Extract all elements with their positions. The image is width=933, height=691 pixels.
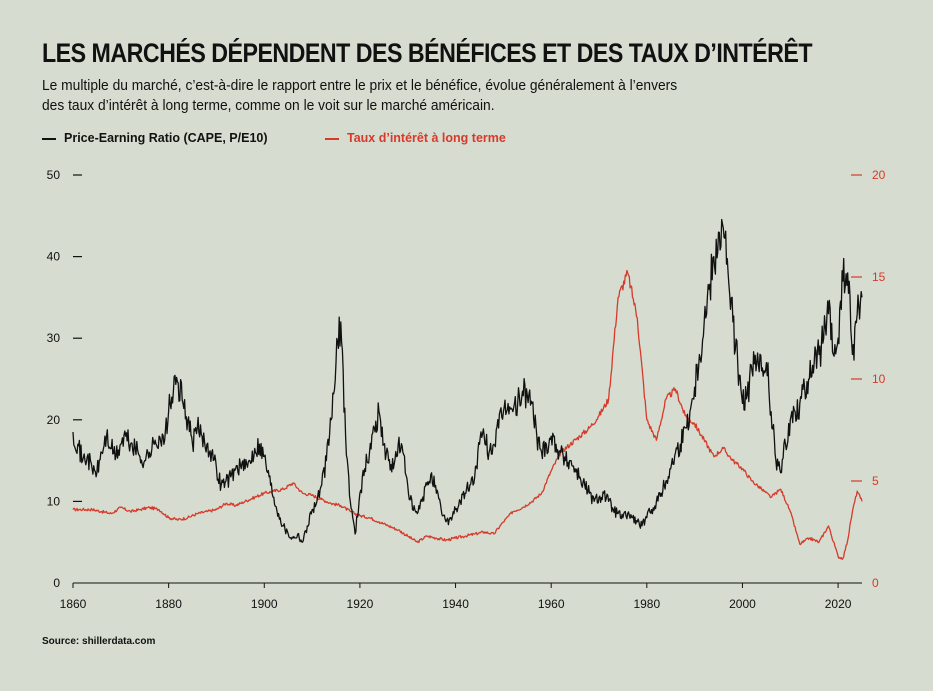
right-tick-label-5: 5: [872, 474, 879, 488]
left-tick-label-50: 50: [47, 168, 61, 182]
x-tick-label-2000: 2000: [729, 597, 756, 611]
x-tick-label-1900: 1900: [251, 597, 278, 611]
left-tick-label-40: 40: [47, 250, 61, 264]
legend-swatch-cape: [42, 137, 56, 140]
legend-label-cape: Price-Earning Ratio (CAPE, P/E10): [64, 131, 268, 145]
series-line-interest-rate: [72, 269, 863, 561]
chart-subtitle: Le multiple du marché, c’est-à-dire le r…: [42, 77, 678, 114]
x-tick-label-1980: 1980: [633, 597, 660, 611]
right-tick-label-0: 0: [872, 576, 879, 590]
legend-swatch-rate: [325, 137, 339, 140]
source-note: Source: shillerdata.com: [42, 636, 156, 647]
x-tick-label-1920: 1920: [347, 597, 374, 611]
x-tick-label-1960: 1960: [538, 597, 565, 611]
x-tick-label-1880: 1880: [155, 597, 182, 611]
legend-item-cape: Price-Earning Ratio (CAPE, P/E10): [42, 131, 268, 145]
left-tick-label-30: 30: [47, 331, 61, 345]
left-tick-label-0: 0: [53, 576, 60, 590]
series-layer: [72, 218, 863, 561]
series-line-cape: [72, 218, 863, 543]
right-tick-label-20: 20: [872, 168, 886, 182]
chart-title: LES MARCHÉS DÉPENDENT DES BÉNÉFICES ET D…: [42, 38, 813, 68]
right-axis: 0 5 10 15 20: [851, 168, 886, 590]
x-axis: 1860 1880 1900 1920 1940 1960 1980 2000 2020: [60, 582, 862, 611]
right-tick-label-15: 15: [872, 270, 886, 284]
left-axis: 0 10 20 30 40 50: [47, 168, 82, 590]
x-tick-label-1940: 1940: [442, 597, 469, 611]
x-tick-label-1860: 1860: [60, 597, 87, 611]
right-tick-label-10: 10: [872, 372, 886, 386]
left-tick-label-20: 20: [47, 413, 61, 427]
legend-item-rate: Taux d’intérêt à long terme: [325, 131, 506, 145]
left-tick-label-10: 10: [47, 494, 61, 508]
x-tick-label-2020: 2020: [825, 597, 852, 611]
legend-label-rate: Taux d’intérêt à long terme: [347, 131, 506, 145]
